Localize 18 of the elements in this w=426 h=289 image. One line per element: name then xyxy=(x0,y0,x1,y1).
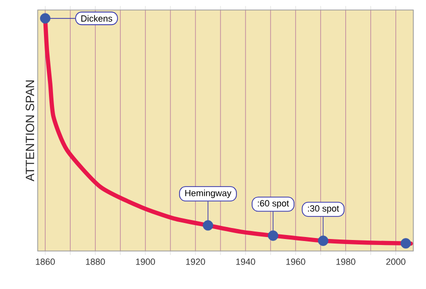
annotation: :60 spot xyxy=(258,200,289,208)
x-tick-label: 2000 xyxy=(386,258,406,265)
x-tick-label: 1940 xyxy=(236,258,256,265)
point xyxy=(202,220,214,231)
point xyxy=(318,236,328,246)
x-tick-label: 1980 xyxy=(336,258,356,265)
x-tick-label: 1880 xyxy=(86,258,105,265)
x-tick-label: 1920 xyxy=(186,258,206,265)
x-tick-label: 1860 xyxy=(36,258,55,265)
point xyxy=(400,238,411,249)
x-tick-label: 1960 xyxy=(286,258,306,265)
y-axis-title: ATTENTION SPAN xyxy=(26,80,34,182)
x-tick-label: 1900 xyxy=(136,258,155,265)
annotation: :30 spot xyxy=(308,205,340,214)
point xyxy=(40,13,50,24)
point xyxy=(268,230,278,241)
annotation: Dickens xyxy=(81,15,112,22)
annotation: Hemingway xyxy=(185,190,232,198)
